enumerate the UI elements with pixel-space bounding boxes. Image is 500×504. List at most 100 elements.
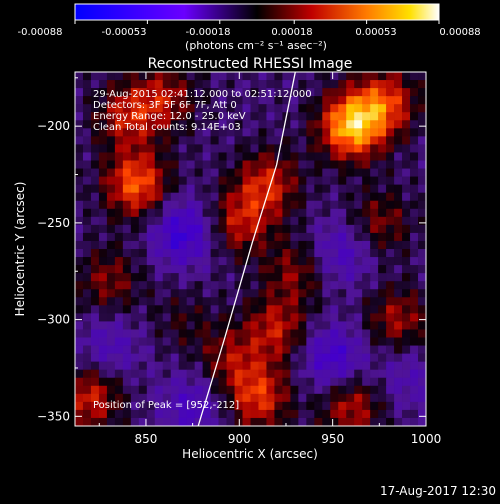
heatmap-cell xyxy=(162,120,172,129)
heatmap-cell xyxy=(98,216,108,226)
heatmap-cell xyxy=(82,257,92,266)
heatmap-cell xyxy=(218,112,227,121)
heatmap-cell xyxy=(194,377,203,387)
heatmap-cell xyxy=(370,72,379,81)
heatmap-cell xyxy=(186,208,195,218)
heatmap-cell xyxy=(186,176,195,185)
heatmap-cell xyxy=(250,337,259,346)
heatmap-cell xyxy=(322,313,331,322)
heatmap-cell xyxy=(114,337,124,346)
heatmap-cell xyxy=(274,208,283,218)
heatmap-cell xyxy=(106,361,116,370)
heatmap-cell xyxy=(130,345,140,354)
heatmap-cell xyxy=(394,96,403,105)
heatmap-cell xyxy=(162,337,172,346)
heatmap-cell xyxy=(338,192,347,202)
heatmap-cell xyxy=(178,417,187,426)
heatmap-cell xyxy=(274,176,283,185)
heatmap-cell xyxy=(354,240,363,250)
heatmap-cell xyxy=(226,257,235,266)
heatmap-cell xyxy=(322,265,331,274)
heatmap-cell xyxy=(410,160,419,169)
heatmap-cell xyxy=(418,385,426,395)
heatmap-cell xyxy=(250,297,259,306)
heatmap-cell xyxy=(354,192,363,202)
heatmap-cell xyxy=(386,152,395,161)
heatmap-cell xyxy=(314,393,323,403)
heatmap-cell xyxy=(306,184,315,193)
heatmap-cell xyxy=(114,265,124,274)
heatmap-cell xyxy=(122,160,132,169)
heatmap-cell xyxy=(170,297,180,306)
heatmap-cell xyxy=(418,257,426,266)
heatmap-cell xyxy=(218,88,227,97)
heatmap-cell xyxy=(346,353,355,362)
heatmap-cell xyxy=(306,305,315,314)
heatmap-cell xyxy=(234,152,243,161)
heatmap-cell xyxy=(354,377,363,387)
heatmap-cell xyxy=(122,152,132,161)
heatmap-cell xyxy=(418,281,426,290)
heatmap-cell xyxy=(242,216,251,226)
heatmap-cell xyxy=(370,144,379,153)
heatmap-cell xyxy=(242,297,251,306)
heatmap-cell xyxy=(354,321,363,330)
heatmap-cell xyxy=(282,88,291,97)
heatmap-cell xyxy=(170,120,180,129)
heatmap-cell xyxy=(162,297,172,306)
heatmap-cell xyxy=(370,200,379,210)
heatmap-cell xyxy=(322,184,331,193)
heatmap-cell xyxy=(266,96,275,105)
heatmap-cell xyxy=(75,152,84,161)
heatmap-cell xyxy=(162,257,172,266)
heatmap-cell xyxy=(186,273,195,282)
heatmap-cell xyxy=(194,409,203,419)
heatmap-cell xyxy=(306,289,315,298)
heatmap-cell xyxy=(130,144,140,153)
heatmap-cell xyxy=(330,96,339,105)
heatmap-cell xyxy=(242,136,251,145)
heatmap-cell xyxy=(250,152,259,161)
heatmap-cell xyxy=(186,240,195,250)
heatmap-cell xyxy=(98,160,108,169)
heatmap-cell xyxy=(138,184,148,193)
heatmap-cell xyxy=(338,136,347,145)
heatmap-cell xyxy=(202,265,211,274)
heatmap-cell xyxy=(114,192,124,202)
heatmap-cell xyxy=(402,200,411,210)
heatmap-cell xyxy=(122,281,132,290)
heatmap-cell xyxy=(370,329,379,338)
heatmap-cell xyxy=(82,337,92,346)
heatmap-cell xyxy=(410,88,419,97)
heatmap-cell xyxy=(106,281,116,290)
heatmap-cell xyxy=(402,112,411,121)
heatmap-cell xyxy=(314,321,323,330)
heatmap-cell xyxy=(218,104,227,113)
heatmap-cell xyxy=(242,80,251,89)
heatmap-cell xyxy=(82,240,92,250)
heatmap-cell xyxy=(394,216,403,226)
heatmap-cell xyxy=(90,184,100,193)
heatmap-cell xyxy=(146,401,156,411)
heatmap-cell xyxy=(114,369,124,379)
heatmap-cell xyxy=(178,80,187,89)
heatmap-cell xyxy=(378,144,387,153)
heatmap-cell xyxy=(274,184,283,193)
heatmap-cell xyxy=(282,401,291,411)
heatmap-cell xyxy=(346,240,355,250)
heatmap-cell xyxy=(250,265,259,274)
heatmap-cell xyxy=(378,152,387,161)
heatmap-cell xyxy=(410,249,419,258)
heatmap-cell xyxy=(242,401,251,411)
heatmap-cell xyxy=(226,401,235,411)
heatmap-cell xyxy=(330,393,339,403)
heatmap-cell xyxy=(410,289,419,298)
heatmap-cell xyxy=(298,152,307,161)
heatmap-cell xyxy=(162,417,172,426)
heatmap-cell xyxy=(298,353,307,362)
heatmap-cell xyxy=(282,257,291,266)
heatmap-cell xyxy=(146,369,156,379)
heatmap-cell xyxy=(394,289,403,298)
heatmap-cell xyxy=(418,321,426,330)
heatmap-cell xyxy=(410,369,419,379)
